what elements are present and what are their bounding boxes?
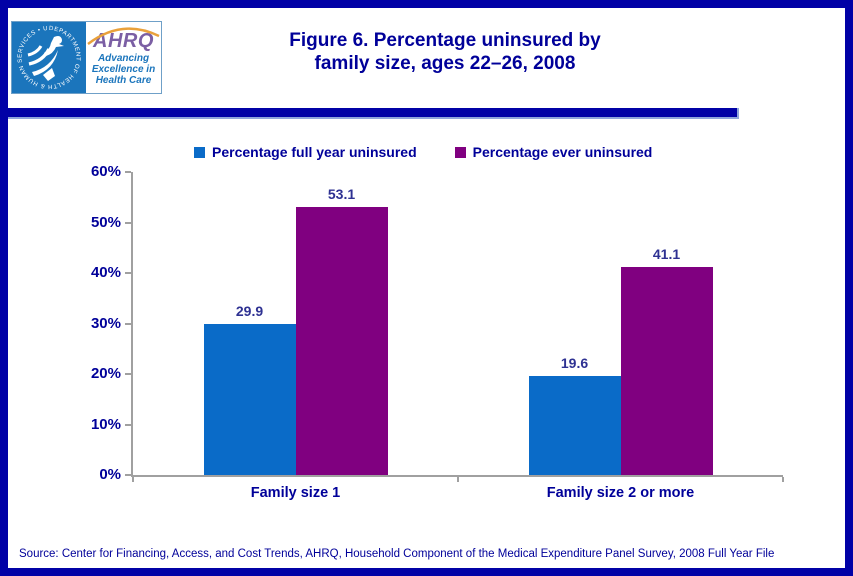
hhs-eagle-icon: DEPARTMENT OF HEALTH & HUMAN SERVICES • …	[12, 22, 86, 93]
legend-swatch-icon	[194, 146, 205, 158]
x-axis-tick	[457, 477, 459, 482]
figure-title-line2: family size, ages 22–26, 2008	[314, 53, 576, 74]
bar-percentage-full-year-uninsured	[528, 376, 621, 475]
y-axis-tick-label: 30%	[90, 314, 121, 332]
figure-title-line1: Figure 6. Percentage uninsured by	[289, 30, 601, 51]
header-divider-bar	[8, 108, 739, 119]
y-axis-tick	[125, 322, 131, 325]
x-axis-tick	[132, 477, 134, 482]
legend: Percentage full year uninsured Percentage…	[194, 144, 652, 160]
x-axis-tick	[782, 477, 784, 482]
y-axis-tick	[125, 373, 131, 375]
y-axis-tick-label: 10%	[90, 415, 121, 433]
bar-value-label: 53.1	[327, 185, 356, 202]
ahrq-acronym: AHRQ	[93, 30, 154, 52]
y-axis-tick-label: 60%	[90, 163, 121, 180]
legend-label: Percentage full year uninsured	[212, 144, 417, 160]
ahrq-tagline: Advancing Excellence in Health Care	[86, 53, 161, 86]
tagline-line: Health Care	[95, 75, 152, 86]
x-category-label: Family size 1	[250, 485, 341, 501]
legend-item: Percentage full year uninsured	[194, 144, 417, 160]
legend-swatch-icon	[454, 146, 466, 158]
y-axis-tick-label: 0%	[99, 466, 121, 483]
bar-value-label: 29.9	[235, 303, 264, 320]
bar-percentage-ever-uninsured	[295, 206, 388, 475]
y-axis-tick	[125, 272, 131, 274]
y-axis-tick	[125, 171, 131, 173]
y-axis-tick-label: 20%	[90, 365, 121, 382]
plot-area: 0% 10% 20% 30% 40% 50% 60% 29.9 53.1 Family size …	[91, 163, 784, 501]
y-axis-tick-label: 50%	[90, 213, 121, 231]
legend-label: Percentage ever uninsured	[472, 144, 653, 160]
bar-value-label: 41.1	[652, 246, 681, 263]
y-axis-tick	[125, 474, 131, 476]
tagline-line: Advancing	[97, 53, 150, 64]
y-axis-tick-label: 40%	[90, 264, 121, 281]
ahrq-hhs-logo: DEPARTMENT OF HEALTH & HUMAN SERVICES • …	[11, 21, 162, 94]
ahrq-arc-icon	[87, 27, 160, 45]
y-axis-tick	[125, 423, 131, 426]
tagline-line: Excellence in	[91, 64, 156, 75]
bar-percentage-ever-uninsured	[620, 267, 713, 475]
x-category-label: Family size 2 or more	[546, 485, 695, 501]
source-note: Source: Center for Financing, Access, an…	[19, 548, 775, 560]
legend-item: Percentage ever uninsured	[454, 144, 653, 160]
bar-value-label: 19.6	[560, 355, 589, 372]
figure-title: Figure 6. Percentage uninsured by family…	[160, 29, 730, 75]
ahrq-logo: AHRQ Advancing Excellence in Health Care	[86, 22, 161, 93]
eagle-glyph	[27, 36, 64, 81]
bar-percentage-full-year-uninsured	[203, 324, 296, 475]
y-axis-tick	[125, 221, 131, 224]
